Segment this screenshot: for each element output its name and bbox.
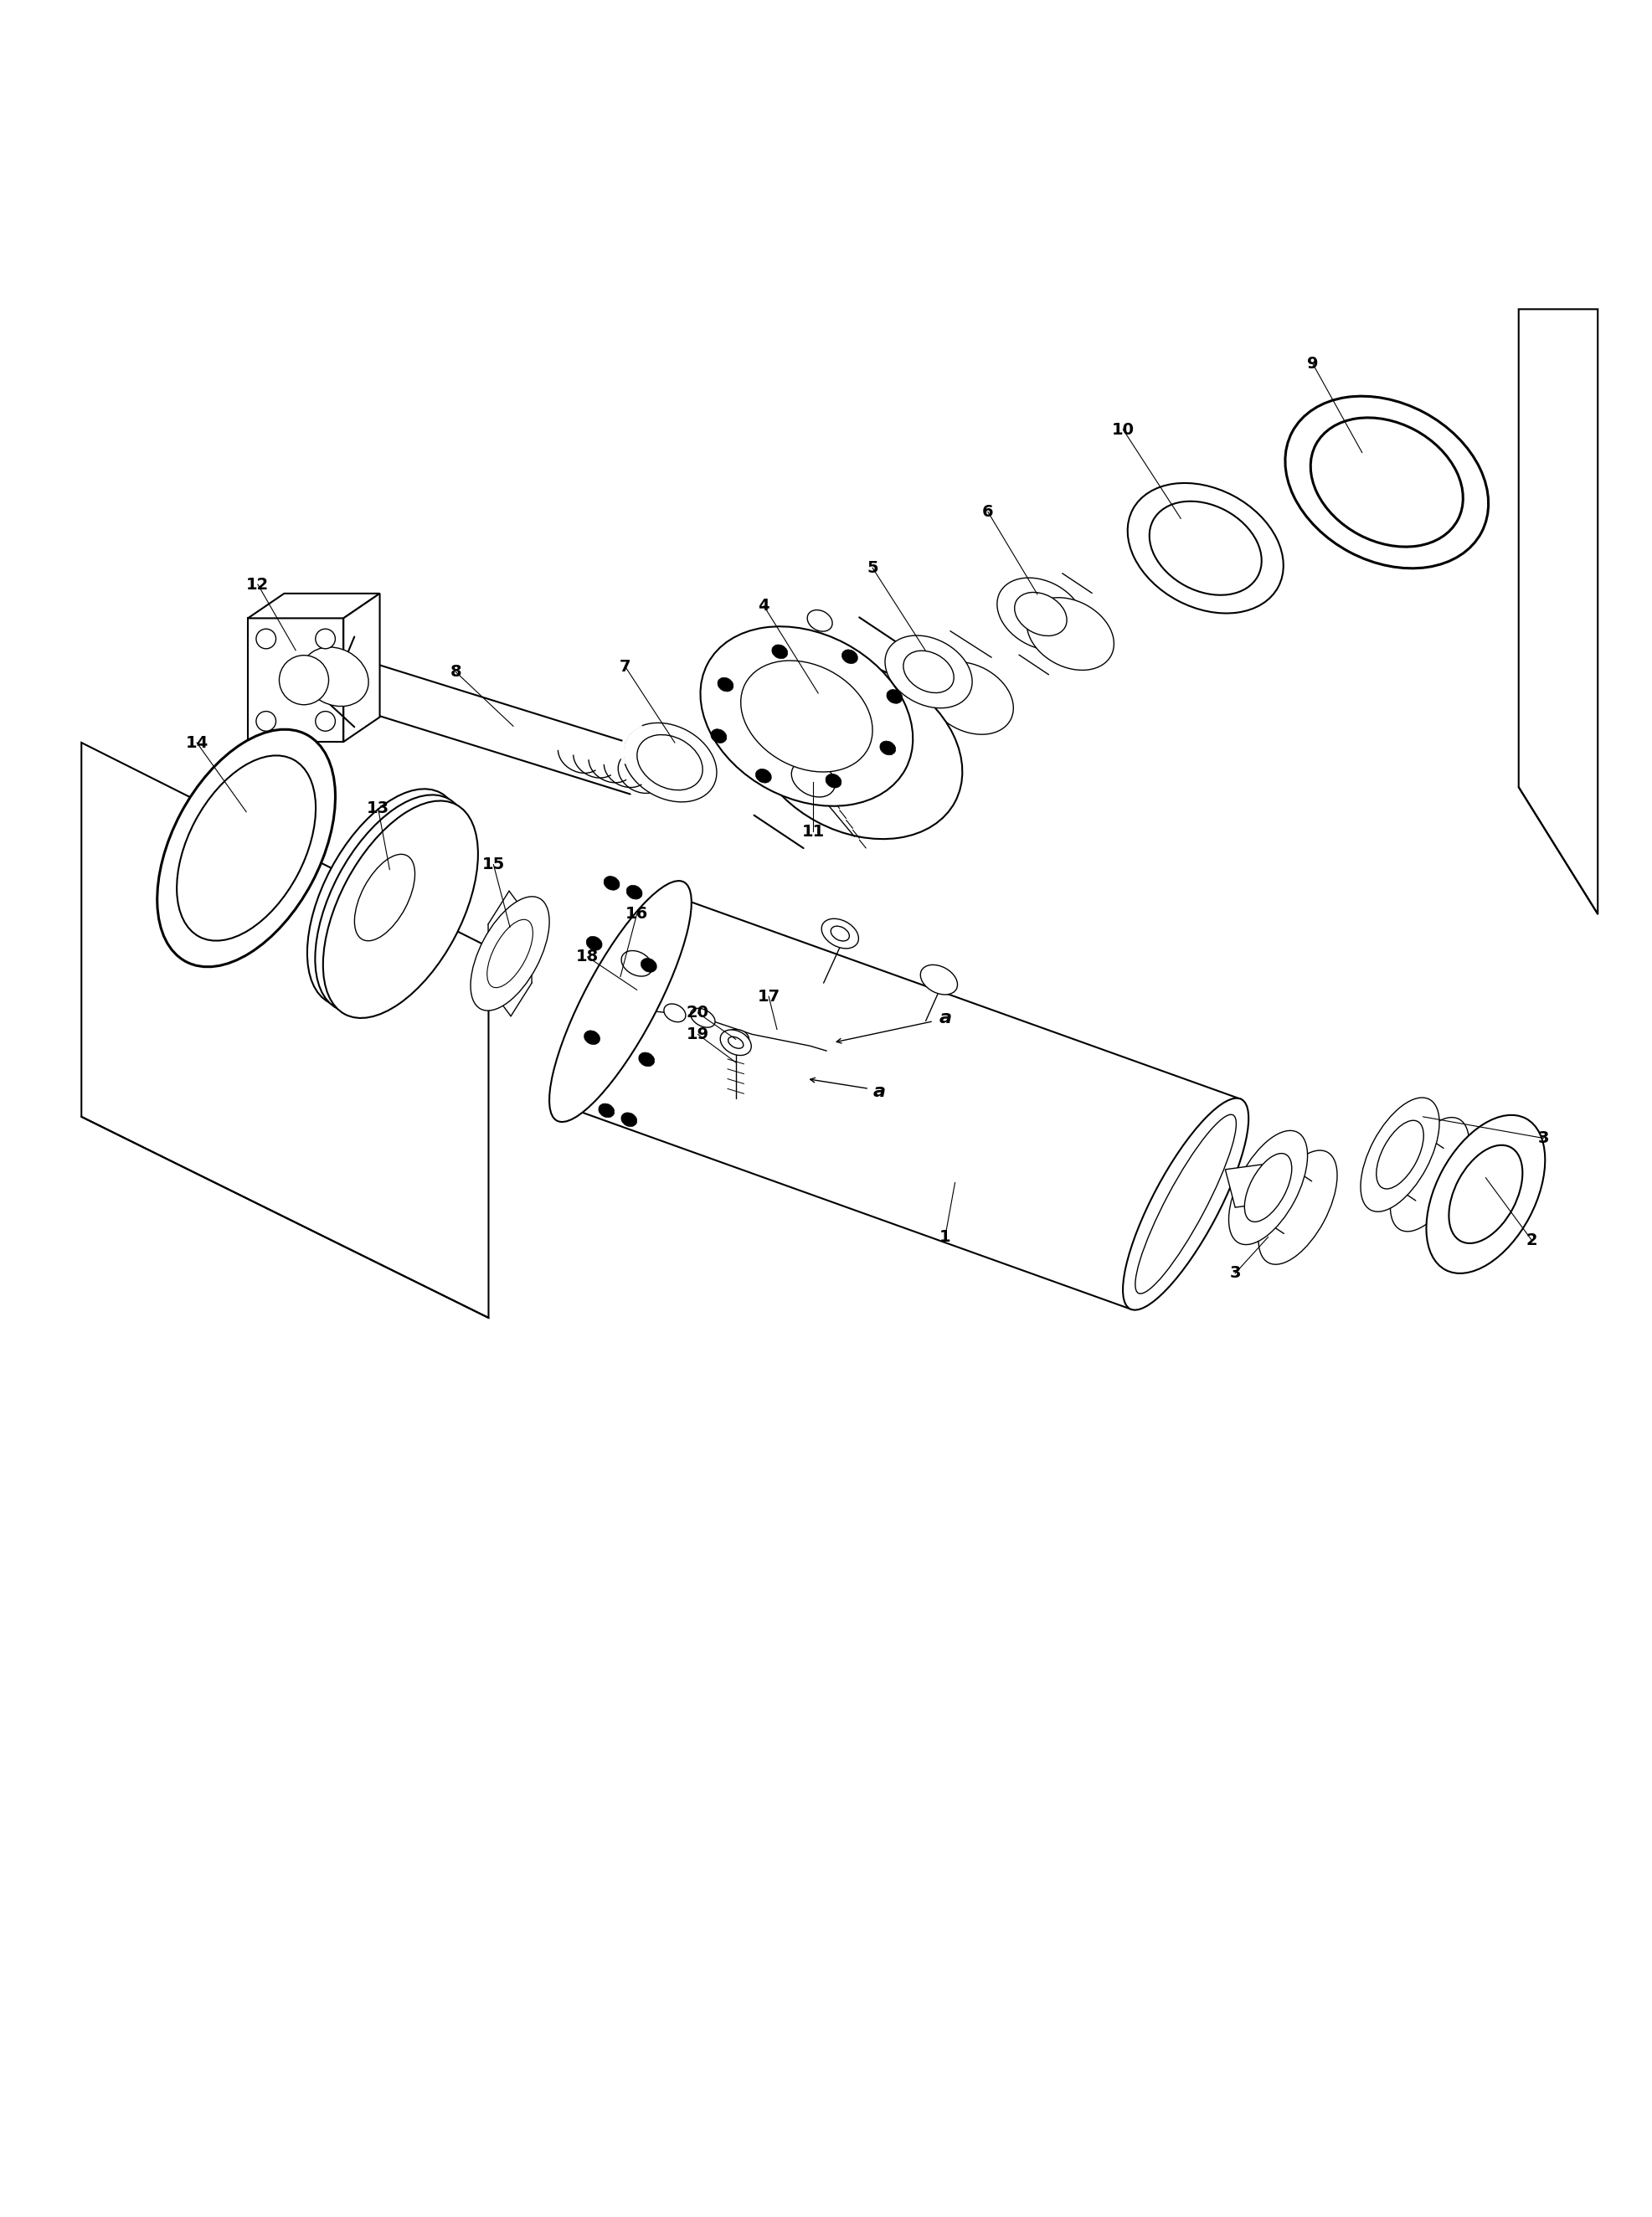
Text: 5: 5 [866,561,877,576]
Text: 8: 8 [449,663,461,681]
Text: 4: 4 [758,599,770,614]
Text: 18: 18 [577,949,598,964]
Ellipse shape [626,885,643,900]
Ellipse shape [750,658,961,838]
Ellipse shape [664,1004,686,1022]
Ellipse shape [720,1029,752,1055]
Ellipse shape [925,663,1013,734]
Text: 16: 16 [624,907,648,922]
Text: 15: 15 [482,856,504,873]
Ellipse shape [603,876,620,891]
Ellipse shape [1026,599,1113,670]
Text: 3: 3 [1229,1266,1241,1281]
Ellipse shape [316,712,335,732]
Ellipse shape [621,951,653,975]
Ellipse shape [307,789,463,1007]
Ellipse shape [755,769,771,783]
Ellipse shape [1257,1151,1336,1264]
Ellipse shape [1449,1146,1521,1244]
Ellipse shape [717,678,733,692]
Text: a: a [872,1084,885,1100]
Text: 3: 3 [1536,1131,1548,1146]
Ellipse shape [638,1053,654,1066]
Ellipse shape [831,927,849,940]
Ellipse shape [1426,1115,1545,1273]
Ellipse shape [1310,417,1462,548]
Ellipse shape [1360,1097,1439,1213]
Ellipse shape [1127,483,1282,614]
Ellipse shape [279,656,329,705]
Ellipse shape [354,854,415,940]
Ellipse shape [1285,397,1488,568]
Ellipse shape [996,579,1084,650]
Ellipse shape [1014,592,1066,636]
Text: 20: 20 [686,1004,709,1020]
Ellipse shape [487,920,532,987]
Ellipse shape [256,712,276,732]
Ellipse shape [548,880,691,1122]
Ellipse shape [1227,1131,1307,1244]
Polygon shape [1224,1164,1270,1208]
Ellipse shape [884,636,971,707]
Ellipse shape [1376,1120,1422,1188]
Polygon shape [248,619,344,743]
Ellipse shape [621,1113,636,1126]
Polygon shape [565,896,1241,1308]
Ellipse shape [740,661,872,772]
Ellipse shape [920,964,957,995]
Text: 10: 10 [1112,421,1133,437]
Text: 17: 17 [757,989,780,1004]
Ellipse shape [729,1038,743,1049]
Text: 7: 7 [620,658,631,674]
Polygon shape [344,594,380,743]
Ellipse shape [471,896,548,1011]
Text: 1: 1 [938,1228,950,1246]
Polygon shape [248,594,380,619]
Ellipse shape [1122,1097,1247,1310]
Text: 6: 6 [981,503,993,519]
Ellipse shape [256,630,276,650]
Ellipse shape [771,645,788,658]
Polygon shape [1518,308,1597,913]
Ellipse shape [586,936,601,951]
Ellipse shape [583,1031,600,1044]
Ellipse shape [1244,1153,1292,1222]
Text: 2: 2 [1525,1233,1536,1248]
Ellipse shape [826,774,841,787]
Ellipse shape [841,650,857,663]
Ellipse shape [316,630,335,650]
Text: 12: 12 [246,576,269,592]
Ellipse shape [691,1009,715,1026]
Ellipse shape [710,729,727,743]
Ellipse shape [636,734,702,789]
Ellipse shape [1148,501,1260,594]
Ellipse shape [641,958,656,973]
Ellipse shape [904,652,953,692]
Ellipse shape [177,756,316,940]
Ellipse shape [885,689,902,703]
Ellipse shape [618,752,666,794]
Ellipse shape [806,610,833,632]
Ellipse shape [722,1029,748,1049]
Ellipse shape [1389,1117,1469,1230]
Text: 14: 14 [185,734,208,752]
Text: 9: 9 [1307,355,1318,372]
Text: a: a [938,1009,952,1026]
Polygon shape [81,743,489,1317]
Ellipse shape [316,796,469,1013]
Ellipse shape [879,740,895,756]
Ellipse shape [322,800,477,1018]
Ellipse shape [700,627,912,807]
Text: 19: 19 [686,1026,709,1042]
Text: 13: 13 [367,800,390,816]
Ellipse shape [623,723,717,803]
Ellipse shape [791,760,834,798]
Ellipse shape [302,647,368,707]
Ellipse shape [157,729,335,967]
Ellipse shape [1135,1115,1236,1295]
Ellipse shape [598,1104,615,1117]
Ellipse shape [821,918,857,949]
Text: 11: 11 [801,825,824,840]
